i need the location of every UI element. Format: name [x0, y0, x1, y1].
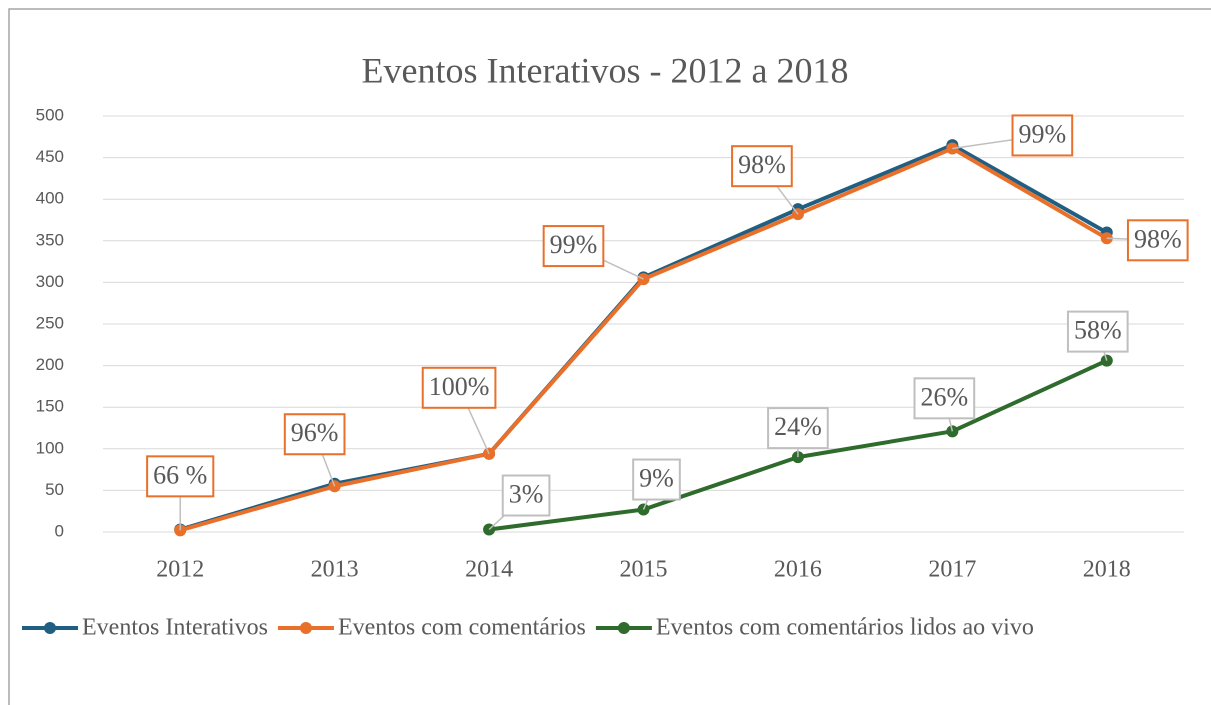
y-tick-label: 250 [36, 313, 64, 332]
y-tick-label: 150 [36, 397, 64, 416]
data-label: 100% [429, 372, 490, 401]
x-tick-label: 2015 [620, 557, 668, 583]
y-tick-label: 300 [36, 272, 64, 291]
y-tick-label: 350 [36, 230, 64, 249]
y-tick-label: 500 [36, 105, 64, 124]
data-label: 24% [774, 412, 822, 441]
legend-label: Eventos com comentários [338, 615, 586, 641]
y-tick-label: 400 [36, 189, 64, 208]
legend-marker [44, 622, 56, 634]
data-label-box [283, 413, 346, 456]
data-label: 98% [738, 150, 786, 179]
y-tick-label: 50 [45, 480, 64, 499]
data-label-box [146, 455, 215, 498]
y-tick-label: 200 [36, 355, 64, 374]
legend-marker [299, 622, 312, 634]
y-tick-label: 0 [55, 521, 64, 540]
data-label-box [421, 366, 497, 409]
data-label-box [1126, 219, 1189, 262]
data-label-box [632, 458, 681, 501]
data-label: 96% [291, 418, 339, 447]
data-label-box [731, 145, 793, 188]
data-label: 98% [1134, 224, 1182, 253]
x-tick-label: 2018 [1083, 557, 1131, 583]
data-label-box [1066, 310, 1129, 353]
legend-marker [617, 622, 630, 634]
data-label: 3% [509, 479, 544, 508]
data-label-box [542, 225, 605, 268]
x-tick-label: 2016 [774, 557, 822, 583]
data-label-box [767, 407, 829, 450]
data-label: 66 % [153, 460, 207, 489]
legend-label: Eventos com comentários lidos ao vivo [656, 615, 1034, 641]
x-tick-label: 2017 [928, 557, 976, 583]
y-tick-label: 100 [36, 438, 64, 457]
y-tick-label: 450 [36, 147, 64, 166]
chart-border [8, 8, 1211, 705]
x-tick-label: 2013 [311, 557, 359, 583]
x-tick-label: 2012 [156, 557, 204, 583]
data-label-box [501, 474, 551, 517]
data-label: 26% [921, 382, 969, 411]
data-label-box [1011, 114, 1074, 157]
chart-title: Eventos Interativos - 2012 a 2018 [362, 50, 849, 90]
data-label: 99% [550, 230, 598, 259]
data-label: 9% [639, 464, 674, 493]
x-tick-label: 2014 [465, 557, 513, 583]
legend-label: Eventos Interativos [82, 615, 268, 641]
data-label-box [913, 377, 976, 420]
data-label: 99% [1019, 119, 1067, 148]
data-label: 58% [1074, 316, 1122, 345]
